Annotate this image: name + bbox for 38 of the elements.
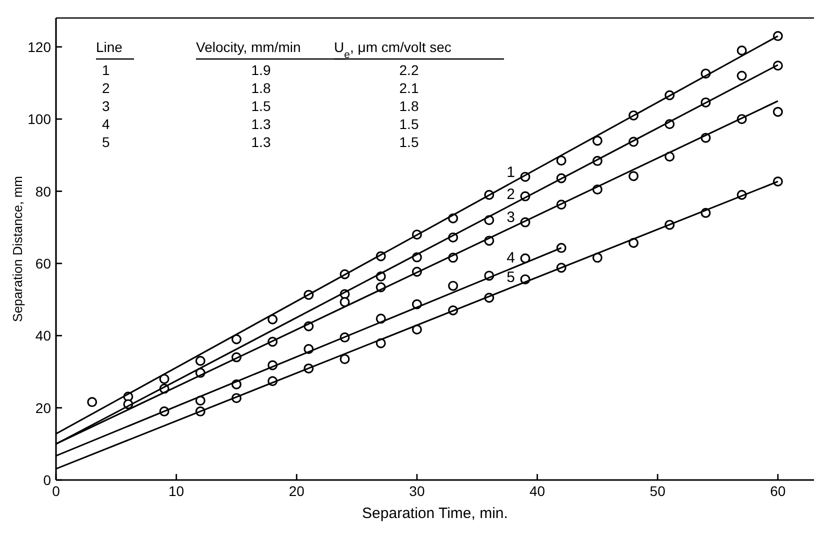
x-tick-label: 50 bbox=[650, 483, 666, 499]
annotation: 1.3 bbox=[251, 134, 271, 150]
legend-label: 1 bbox=[102, 62, 110, 78]
annotation: 4 bbox=[102, 116, 110, 132]
annotation: 2.2 bbox=[399, 62, 419, 78]
series-label: 5 bbox=[506, 268, 515, 286]
y-axis-title: Separation Distance, mm bbox=[10, 176, 25, 322]
annotation: U$_{e}$, μm cm/volt sec bbox=[334, 39, 452, 61]
annotation: 1.3 bbox=[251, 116, 271, 132]
x-tick-label: 20 bbox=[288, 483, 305, 499]
x-tick-label: 60 bbox=[770, 483, 786, 499]
annotation: 5 bbox=[102, 134, 110, 150]
x-tick-label: 40 bbox=[529, 483, 546, 499]
series-label: 4 bbox=[506, 250, 515, 267]
annotation: 2 bbox=[102, 80, 110, 96]
annotation: 1.9 bbox=[251, 62, 271, 78]
y-tick-label: 120 bbox=[28, 38, 52, 55]
y-tick-label: 20 bbox=[35, 400, 52, 416]
series-label: 3 bbox=[506, 208, 515, 226]
y-tick-label: 0 bbox=[43, 472, 52, 488]
annotation: 1.5 bbox=[399, 134, 419, 150]
series-label: 2 bbox=[506, 186, 515, 204]
y-tick-label: 60 bbox=[35, 255, 52, 272]
y-tick-label: 40 bbox=[35, 328, 52, 344]
x-tick-label: 30 bbox=[409, 483, 425, 499]
x-axis-title: Separation Time, min. bbox=[362, 505, 508, 522]
annotation: 1.8 bbox=[251, 80, 271, 96]
annotation: 1 bbox=[506, 164, 515, 182]
annotation: 3 bbox=[102, 98, 110, 114]
annotation: 1.5 bbox=[251, 98, 271, 114]
annotation: 1.5 bbox=[399, 116, 419, 132]
annotation: Line bbox=[96, 39, 123, 55]
annotation: Velocity, mm/min bbox=[196, 39, 301, 55]
annotation: 1.8 bbox=[399, 98, 419, 114]
annotation: 2.1 bbox=[399, 80, 419, 96]
x-tick-label: 10 bbox=[168, 483, 184, 499]
y-tick-label: 100 bbox=[28, 111, 52, 128]
y-tick-label: 80 bbox=[35, 183, 52, 200]
